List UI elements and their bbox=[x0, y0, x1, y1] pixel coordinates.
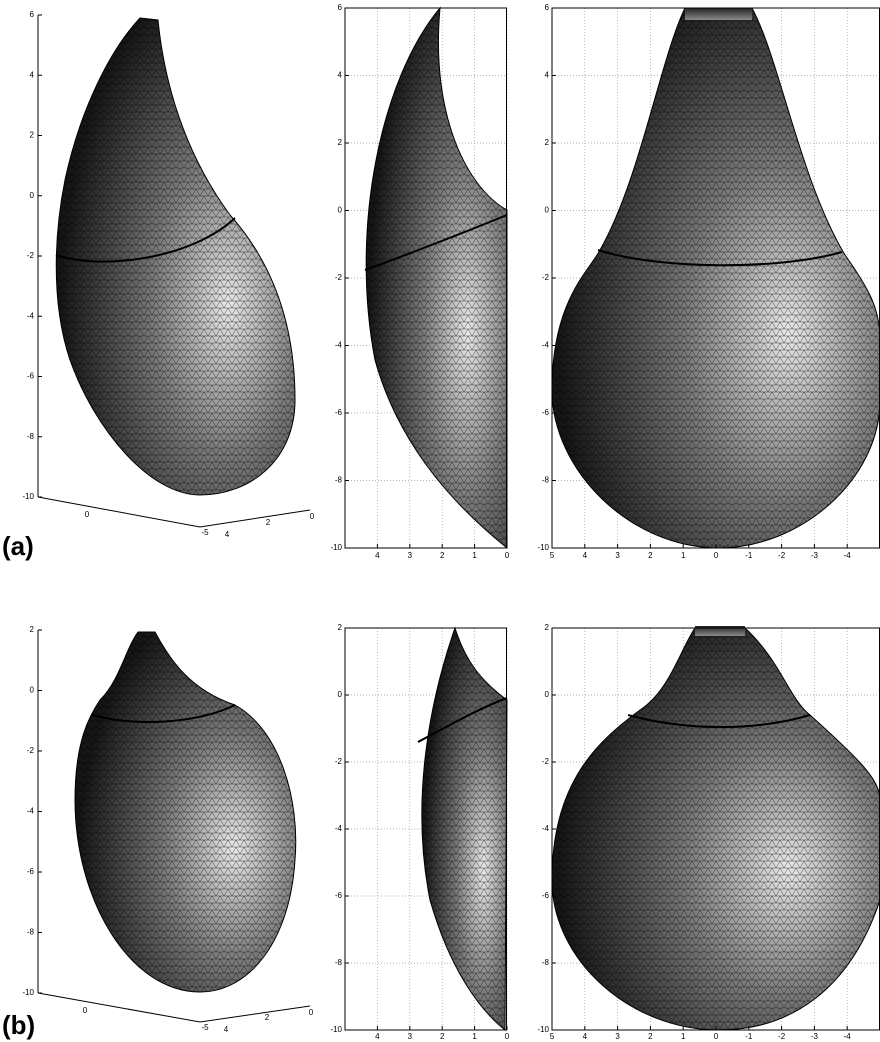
y-tick-label: -10 bbox=[537, 543, 549, 552]
x-tick-label: -4 bbox=[844, 1032, 852, 1041]
y-tick-label: 2 bbox=[545, 138, 550, 147]
y-tick-label: 4 bbox=[225, 530, 230, 539]
y-tick-label: -10 bbox=[537, 1025, 549, 1034]
z-tick-label: -10 bbox=[22, 988, 34, 997]
x-tick-label: 4 bbox=[583, 1032, 588, 1041]
z-tick-label: -8 bbox=[27, 432, 35, 441]
y-tick-label: -2 bbox=[335, 757, 343, 766]
y-tick-label: 2 bbox=[265, 1013, 270, 1022]
x-tick-label: 0 bbox=[714, 1032, 719, 1041]
x-tick-label: 4 bbox=[375, 1032, 380, 1041]
x-tick-label: -3 bbox=[811, 1032, 819, 1041]
z-tick-label: -2 bbox=[27, 746, 35, 755]
z-tick-label: -6 bbox=[27, 867, 35, 876]
z-tick-label: 6 bbox=[30, 10, 35, 19]
x-tick-label: 2 bbox=[440, 551, 445, 560]
z-tick-label: -2 bbox=[27, 251, 35, 260]
x-tick-label: 2 bbox=[648, 551, 653, 560]
x-tick-label: 1 bbox=[472, 551, 477, 560]
x-tick-label: -4 bbox=[844, 551, 852, 560]
panel-label: (a) bbox=[2, 531, 34, 561]
y-tick-label: 6 bbox=[338, 3, 343, 12]
y-tick-label: 4 bbox=[338, 71, 343, 80]
mesh bbox=[422, 628, 507, 1030]
y-tick-label: 0 bbox=[309, 1008, 314, 1017]
z-tick-label: -10 bbox=[22, 492, 34, 501]
y-tick-label: -8 bbox=[542, 958, 550, 967]
surfaces bbox=[56, 8, 880, 1030]
x-tick-label: 4 bbox=[375, 551, 380, 560]
y-tick-label: -6 bbox=[335, 891, 343, 900]
y-tick-label: -4 bbox=[542, 824, 550, 833]
y-tick-label: 0 bbox=[338, 690, 343, 699]
y-tick-label: -8 bbox=[335, 476, 343, 485]
y-tick-label: -2 bbox=[542, 757, 550, 766]
x-tick-label: 3 bbox=[615, 1032, 620, 1041]
x-tick-label: 0 bbox=[505, 1032, 510, 1041]
z-tick-label: -8 bbox=[27, 928, 35, 937]
x-tick-label: -1 bbox=[745, 551, 753, 560]
x-tick-label: 4 bbox=[583, 551, 588, 560]
y-tick-label: 0 bbox=[545, 690, 550, 699]
x-tick-label: -1 bbox=[745, 1032, 753, 1041]
z-tick-label: 2 bbox=[30, 131, 35, 140]
y-tick-label: -6 bbox=[335, 408, 343, 417]
y-tick-label: -2 bbox=[335, 273, 343, 282]
y-tick-label: -4 bbox=[542, 341, 550, 350]
y-tick-label: -10 bbox=[330, 543, 342, 552]
figure: 6420-2-4-6-8-100-54206420-2-4-6-8-104321… bbox=[0, 0, 880, 1042]
x-tick-label: -5 bbox=[201, 1023, 209, 1032]
z-tick-label: -4 bbox=[27, 807, 35, 816]
z-tick-label: -4 bbox=[27, 311, 35, 320]
y-tick-label: 0 bbox=[310, 512, 315, 521]
y-tick-label: 4 bbox=[224, 1025, 229, 1034]
x-tick-label: 3 bbox=[408, 551, 413, 560]
y-tick-label: 6 bbox=[545, 3, 550, 12]
z-tick-label: 4 bbox=[30, 70, 35, 79]
y-tick-label: 2 bbox=[338, 138, 343, 147]
y-tick-label: -6 bbox=[542, 891, 550, 900]
mesh bbox=[366, 8, 507, 548]
x-tick-label: -2 bbox=[778, 551, 786, 560]
y-tick-label: -10 bbox=[330, 1025, 342, 1034]
z-tick-label: 0 bbox=[30, 191, 35, 200]
y-tick-label: 0 bbox=[545, 206, 550, 215]
x-tick-label: 0 bbox=[714, 551, 719, 560]
x-tick-label: 2 bbox=[440, 1032, 445, 1041]
y-tick-label: -8 bbox=[542, 476, 550, 485]
mesh bbox=[552, 628, 880, 1030]
x-tick-label: 1 bbox=[681, 551, 686, 560]
z-tick-label: 2 bbox=[30, 625, 35, 634]
y-tick-label: -6 bbox=[542, 408, 550, 417]
y-tick-label: -2 bbox=[542, 273, 550, 282]
mesh bbox=[56, 18, 295, 495]
x-tick-label: 5 bbox=[550, 551, 555, 560]
x-tick-label: 0 bbox=[83, 1006, 88, 1015]
x-tick-label: 1 bbox=[681, 1032, 686, 1041]
x-tick-label: 3 bbox=[615, 551, 620, 560]
z-tick-label: 0 bbox=[30, 686, 35, 695]
x-tick-label: 3 bbox=[408, 1032, 413, 1041]
x-tick-label: 0 bbox=[85, 510, 90, 519]
y-tick-label: 2 bbox=[545, 623, 550, 632]
mesh bbox=[552, 8, 880, 548]
cap bbox=[685, 8, 752, 20]
z-tick-label: -6 bbox=[27, 372, 35, 381]
x-tick-label: 2 bbox=[648, 1032, 653, 1041]
x-tick-label: -3 bbox=[811, 551, 819, 560]
x-tick-label: 5 bbox=[550, 1032, 555, 1041]
x-tick-label: 0 bbox=[505, 551, 510, 560]
y-tick-label: -4 bbox=[335, 341, 343, 350]
y-tick-label: -4 bbox=[335, 824, 343, 833]
y-tick-label: 2 bbox=[266, 518, 271, 527]
mesh bbox=[75, 632, 296, 992]
y-tick-label: 2 bbox=[338, 623, 343, 632]
y-tick-label: 0 bbox=[338, 206, 343, 215]
y-tick-label: 4 bbox=[545, 71, 550, 80]
x-tick-label: 1 bbox=[472, 1032, 477, 1041]
panel-label: (b) bbox=[2, 1010, 35, 1040]
x-tick-label: -5 bbox=[201, 528, 209, 537]
y-tick-label: -8 bbox=[335, 958, 343, 967]
x-tick-label: -2 bbox=[778, 1032, 786, 1041]
